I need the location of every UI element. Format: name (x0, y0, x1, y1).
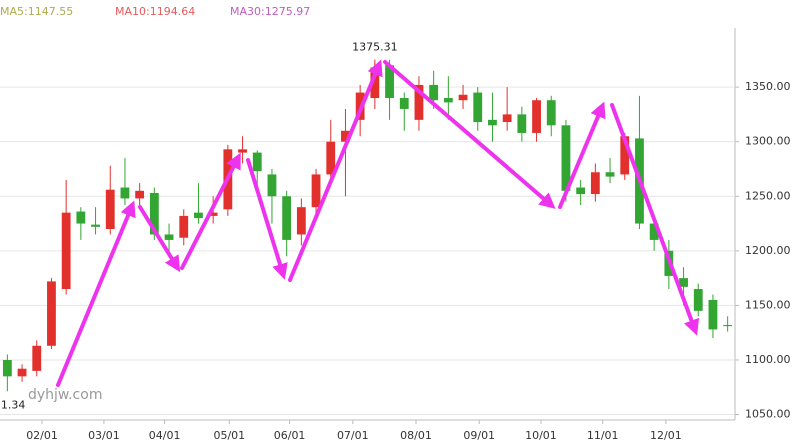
candle-body (488, 119, 497, 126)
candle-body (576, 187, 586, 195)
candle-body (517, 114, 527, 133)
candle-body (311, 174, 321, 208)
candle-body (605, 172, 615, 177)
arrow (288, 59, 383, 282)
annotation: 1071.34 (0, 398, 25, 411)
candle-body (341, 130, 350, 142)
candle-body (429, 84, 439, 101)
watermark: dyhjw.com (28, 387, 102, 403)
candle-body (561, 125, 571, 191)
candle-body (47, 281, 56, 346)
candle-body (443, 98, 453, 103)
candle-body (61, 212, 71, 290)
candle-body (17, 368, 27, 377)
legend-entry: MA10:1194.64 (115, 5, 195, 18)
candle-body (194, 212, 203, 219)
candle-body (76, 211, 86, 224)
candle-body (590, 172, 600, 195)
x-tick-label: 07/01 (337, 429, 369, 442)
y-tick-label: 1150.00 (745, 298, 791, 311)
candle-body (458, 94, 468, 101)
arrow (180, 152, 241, 270)
x-tick-label: 10/01 (525, 429, 557, 442)
candle-body (399, 98, 409, 109)
x-tick-label: 12/01 (650, 429, 682, 442)
x-tick-label: 08/01 (400, 429, 432, 442)
candle-body (91, 224, 100, 227)
candle-body (179, 215, 189, 238)
candle-body (414, 84, 424, 120)
candle-body (282, 196, 292, 240)
arrow (383, 60, 556, 209)
candle-body (370, 67, 380, 99)
candle-body (693, 289, 703, 311)
candle-body (252, 152, 262, 172)
y-tick-label: 1200.00 (745, 244, 791, 257)
candle-body (296, 207, 306, 235)
x-tick-label: 06/01 (274, 429, 306, 442)
candle-body (149, 192, 159, 235)
candle-body (532, 100, 541, 133)
x-tick-label: 09/01 (463, 429, 495, 442)
candle-body (679, 278, 688, 287)
annotation: 1375.31 (352, 40, 398, 53)
x-tick-label: 03/01 (88, 429, 120, 442)
candle-body (267, 174, 277, 197)
trend-arrows (56, 59, 700, 387)
y-tick-label: 1050.00 (745, 408, 791, 421)
candle-body (620, 136, 630, 175)
candle-body (723, 325, 733, 327)
arrow (610, 103, 700, 336)
candle-body (326, 141, 336, 175)
candle-body (238, 149, 247, 153)
candle-body (385, 65, 394, 99)
candle-body (135, 190, 145, 199)
candle-body (546, 100, 556, 126)
y-tick-label: 1350.00 (745, 80, 791, 93)
x-tick-label: 02/01 (26, 429, 58, 442)
arrow (558, 101, 606, 209)
candle-body (164, 234, 174, 240)
arrow (56, 200, 136, 387)
candle-body (502, 114, 512, 123)
candle-body (32, 345, 42, 371)
y-tick-label: 1300.00 (745, 135, 791, 148)
x-tick-label: 05/01 (213, 429, 245, 442)
candle-body (708, 299, 718, 330)
candle-body (473, 92, 483, 123)
candle-body (208, 212, 218, 216)
arrow (246, 158, 288, 280)
candle-body (649, 223, 659, 240)
y-tick-label: 1250.00 (745, 189, 791, 202)
candle-body (120, 187, 130, 199)
arrow (138, 205, 181, 273)
x-tick-label: 04/01 (149, 429, 181, 442)
legend-entry: MA5:1147.55 (0, 5, 73, 18)
candle-body (2, 359, 12, 377)
y-tick-label: 1100.00 (745, 353, 791, 366)
legend-entry: MA30:1275.97 (230, 5, 310, 18)
x-tick-label: 11/01 (587, 429, 619, 442)
candle-body (105, 189, 115, 229)
